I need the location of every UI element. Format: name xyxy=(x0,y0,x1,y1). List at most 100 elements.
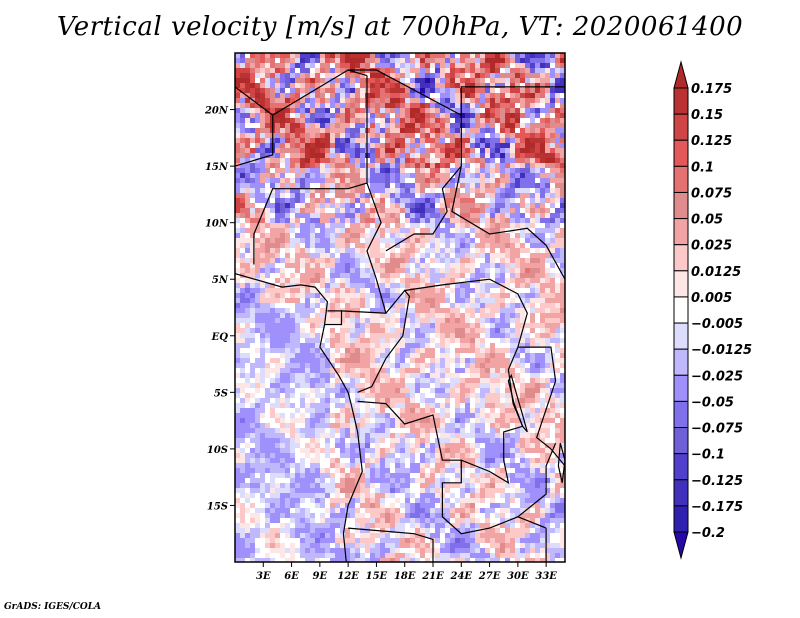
field-cell xyxy=(555,243,560,248)
field-cell xyxy=(545,368,550,373)
field-cell xyxy=(250,248,255,253)
field-cell xyxy=(405,218,410,223)
field-cell xyxy=(330,303,335,308)
field-cell xyxy=(420,123,425,128)
field-cell xyxy=(390,368,395,373)
field-cell xyxy=(395,348,400,353)
field-cell xyxy=(455,83,460,88)
field-cell xyxy=(520,158,525,163)
field-cell xyxy=(435,228,440,233)
field-cell xyxy=(445,193,450,198)
field-cell xyxy=(545,118,550,123)
field-cell xyxy=(505,63,510,68)
field-cell xyxy=(300,418,305,423)
field-cell xyxy=(240,363,245,368)
field-cell xyxy=(490,183,495,188)
field-cell xyxy=(285,388,290,393)
field-cell xyxy=(385,253,390,258)
field-cell xyxy=(505,348,510,353)
field-cell xyxy=(445,113,450,118)
field-cell xyxy=(525,258,530,263)
field-cell xyxy=(335,388,340,393)
field-cell xyxy=(265,283,270,288)
field-cell xyxy=(255,368,260,373)
field-cell xyxy=(460,418,465,423)
field-cell xyxy=(510,158,515,163)
field-cell xyxy=(255,418,260,423)
field-cell xyxy=(465,378,470,383)
field-cell xyxy=(520,318,525,323)
field-cell xyxy=(395,313,400,318)
field-cell xyxy=(385,258,390,263)
field-cell xyxy=(460,223,465,228)
field-cell xyxy=(475,348,480,353)
field-cell xyxy=(400,198,405,203)
field-cell xyxy=(515,388,520,393)
field-cell xyxy=(400,53,405,58)
field-cell xyxy=(445,168,450,173)
field-cell xyxy=(495,368,500,373)
field-cell xyxy=(420,173,425,178)
field-cell xyxy=(325,223,330,228)
field-cell xyxy=(525,148,530,153)
field-cell xyxy=(520,228,525,233)
field-cell xyxy=(375,293,380,298)
field-cell xyxy=(310,268,315,273)
field-cell xyxy=(485,188,490,193)
field-cell xyxy=(255,428,260,433)
field-cell xyxy=(495,118,500,123)
field-cell xyxy=(345,143,350,148)
field-cell xyxy=(445,63,450,68)
field-cell xyxy=(345,353,350,358)
field-cell xyxy=(350,93,355,98)
field-cell xyxy=(380,103,385,108)
field-cell xyxy=(305,108,310,113)
field-cell xyxy=(350,328,355,333)
field-cell xyxy=(460,108,465,113)
field-cell xyxy=(390,273,395,278)
field-cell xyxy=(260,303,265,308)
field-cell xyxy=(380,323,385,328)
field-cell xyxy=(485,88,490,93)
field-cell xyxy=(485,93,490,98)
field-cell xyxy=(310,153,315,158)
field-cell xyxy=(275,163,280,168)
field-cell xyxy=(450,183,455,188)
field-cell xyxy=(505,353,510,358)
field-cell xyxy=(495,323,500,328)
field-cell xyxy=(345,223,350,228)
field-cell xyxy=(380,148,385,153)
field-cell xyxy=(555,373,560,378)
field-cell xyxy=(395,158,400,163)
field-cell xyxy=(330,148,335,153)
field-cell xyxy=(560,178,565,183)
field-cell xyxy=(490,163,495,168)
field-cell xyxy=(505,343,510,348)
field-cell xyxy=(400,363,405,368)
field-cell xyxy=(235,273,240,278)
field-cell xyxy=(415,373,420,378)
field-cell xyxy=(270,103,275,108)
field-cell xyxy=(495,173,500,178)
field-cell xyxy=(470,118,475,123)
field-cell xyxy=(425,143,430,148)
field-cell xyxy=(310,298,315,303)
field-cell xyxy=(380,358,385,363)
field-cell xyxy=(370,333,375,338)
field-cell xyxy=(400,178,405,183)
field-cell xyxy=(390,113,395,118)
field-cell xyxy=(490,298,495,303)
field-cell xyxy=(435,373,440,378)
field-cell xyxy=(435,388,440,393)
field-cell xyxy=(490,263,495,268)
field-cell xyxy=(355,313,360,318)
field-cell xyxy=(245,138,250,143)
field-cell xyxy=(295,93,300,98)
field-cell xyxy=(345,208,350,213)
field-cell xyxy=(275,223,280,228)
field-cell xyxy=(520,323,525,328)
field-cell xyxy=(535,353,540,358)
field-cell xyxy=(275,298,280,303)
field-cell xyxy=(495,288,500,293)
field-cell xyxy=(245,188,250,193)
